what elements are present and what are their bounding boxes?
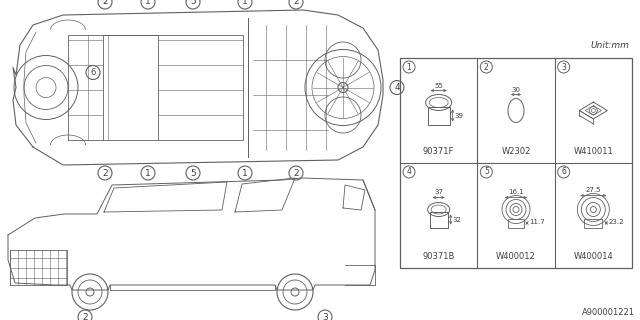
Text: 11.7: 11.7 [529,220,545,226]
Text: W2302: W2302 [501,147,531,156]
Bar [400,58,632,268]
Text: 2: 2 [293,169,299,178]
Text: 5: 5 [190,0,196,6]
Text: 2: 2 [102,0,108,6]
Text: 3: 3 [561,62,566,71]
Text: 2: 2 [102,169,108,178]
Text: 1: 1 [242,0,248,6]
Text: 4: 4 [406,167,412,177]
Text: W410011: W410011 [573,147,613,156]
Text: 2: 2 [293,0,299,6]
Text: 1: 1 [406,62,412,71]
Text: 37: 37 [434,189,443,196]
Text: 55: 55 [435,83,443,89]
Text: 16.1: 16.1 [508,189,524,196]
Text: 6: 6 [90,68,96,77]
Bar [508,219,524,228]
Text: 1: 1 [242,169,248,178]
Text: W400014: W400014 [573,252,613,261]
Text: 1: 1 [145,169,151,178]
Text: 3: 3 [322,313,328,320]
Bar [428,107,450,124]
Text: 2: 2 [484,62,489,71]
Text: 30: 30 [511,86,520,92]
Text: 2: 2 [82,313,88,320]
Text: 5: 5 [484,167,489,177]
Text: Unit:mm: Unit:mm [590,41,629,50]
Text: 27.5: 27.5 [586,188,601,194]
Bar [584,219,602,228]
Text: 4: 4 [394,83,400,92]
Text: 90371F: 90371F [423,147,454,156]
Text: 90371B: 90371B [422,252,455,261]
Text: 23.2: 23.2 [609,220,624,226]
Text: A900001221: A900001221 [582,308,635,317]
Text: W400012: W400012 [496,252,536,261]
Text: 1: 1 [145,0,151,6]
Text: 6: 6 [561,167,566,177]
Bar [429,212,447,228]
Text: 39: 39 [454,113,463,118]
Text: 5: 5 [190,169,196,178]
Text: 32: 32 [452,217,461,222]
